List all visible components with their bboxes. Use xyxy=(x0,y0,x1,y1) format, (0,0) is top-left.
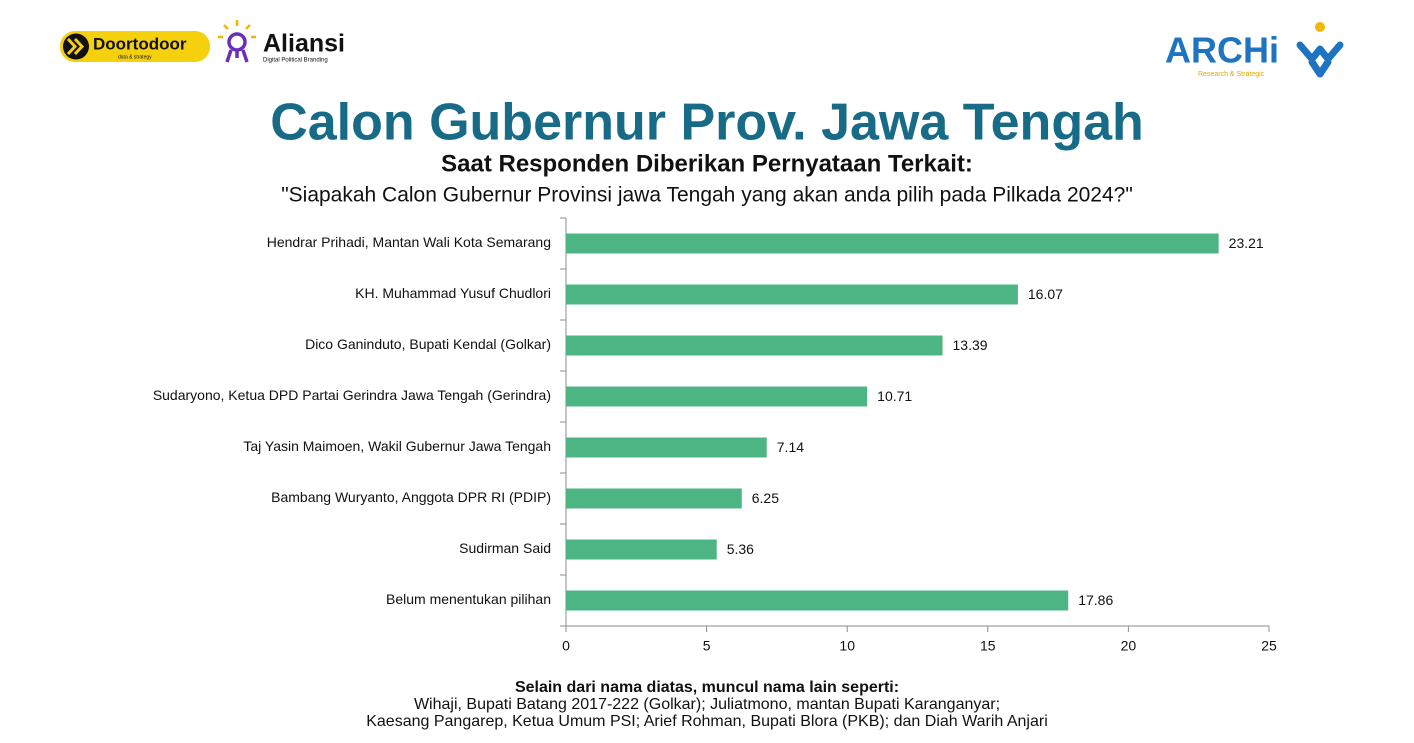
aliansi-logo: Aliansi Digital Political Branding xyxy=(218,20,345,64)
note-line: Wihaji, Bupati Batang 2017-222 (Golkar);… xyxy=(414,696,1000,713)
x-tick-label: 10 xyxy=(839,638,855,654)
chart-subtitle: Saat Responden Diberikan Pernyataan Terk… xyxy=(441,150,973,177)
x-tick-label: 15 xyxy=(980,638,996,654)
y-tick-label: Bambang Wuryanto, Anggota DPR RI (PDIP) xyxy=(271,489,551,505)
logo-text: Aliansi xyxy=(263,30,345,58)
logo-text: ARCHi xyxy=(1165,30,1279,71)
logo-text: Doortodoor xyxy=(93,34,187,53)
value-label: 16.07 xyxy=(1028,286,1063,302)
chart-question: "Siapakah Calon Gubernur Provinsi jawa T… xyxy=(281,184,1133,207)
note-line: Kaesang Pangarep, Ketua Umum PSI; Arief … xyxy=(366,713,1048,730)
bar xyxy=(566,590,1069,611)
value-label: 5.36 xyxy=(727,541,754,557)
doortodoor-logo: Doortodoor data & strategy xyxy=(60,31,210,62)
value-label: 23.21 xyxy=(1229,235,1264,251)
note-heading: Selain dari nama diatas, muncul nama lai… xyxy=(515,679,899,696)
value-label: 6.25 xyxy=(752,490,779,506)
y-tick-label: Sudirman Said xyxy=(459,540,551,556)
value-label: 13.39 xyxy=(953,337,988,353)
logo-tagline: data & strategy xyxy=(118,54,152,60)
bar xyxy=(566,437,767,458)
x-tick-label: 0 xyxy=(562,638,570,654)
y-tick-label: Sudaryono, Ketua DPD Partai Gerindra Jaw… xyxy=(153,387,551,403)
bar xyxy=(566,284,1018,305)
bar xyxy=(566,539,717,560)
bar xyxy=(566,233,1219,254)
archi-logo: ARCHi Research & Strategic xyxy=(1165,22,1344,78)
chart-title: Calon Gubernur Prov. Jawa Tengah xyxy=(270,94,1144,152)
y-tick-label: Taj Yasin Maimoen, Wakil Gubernur Jawa T… xyxy=(243,438,551,454)
value-label: 7.14 xyxy=(777,439,804,455)
value-label: 10.71 xyxy=(877,388,912,404)
logo-tagline: Digital Political Branding xyxy=(263,58,328,64)
bar xyxy=(566,488,742,509)
x-tick-label: 25 xyxy=(1261,638,1277,654)
logo-tagline: Research & Strategic xyxy=(1198,71,1265,78)
x-tick-label: 5 xyxy=(703,638,711,654)
y-tick-label: Hendrar Prihadi, Mantan Wali Kota Semara… xyxy=(267,234,551,250)
y-tick-label: KH. Muhammad Yusuf Chudlori xyxy=(355,285,551,301)
x-tick-label: 20 xyxy=(1121,638,1137,654)
bar xyxy=(566,335,943,356)
value-label: 17.86 xyxy=(1078,592,1113,608)
bar xyxy=(566,386,868,407)
y-tick-label: Dico Ganinduto, Bupati Kendal (Golkar) xyxy=(305,336,551,352)
y-tick-label: Belum menentukan pilihan xyxy=(386,591,551,607)
